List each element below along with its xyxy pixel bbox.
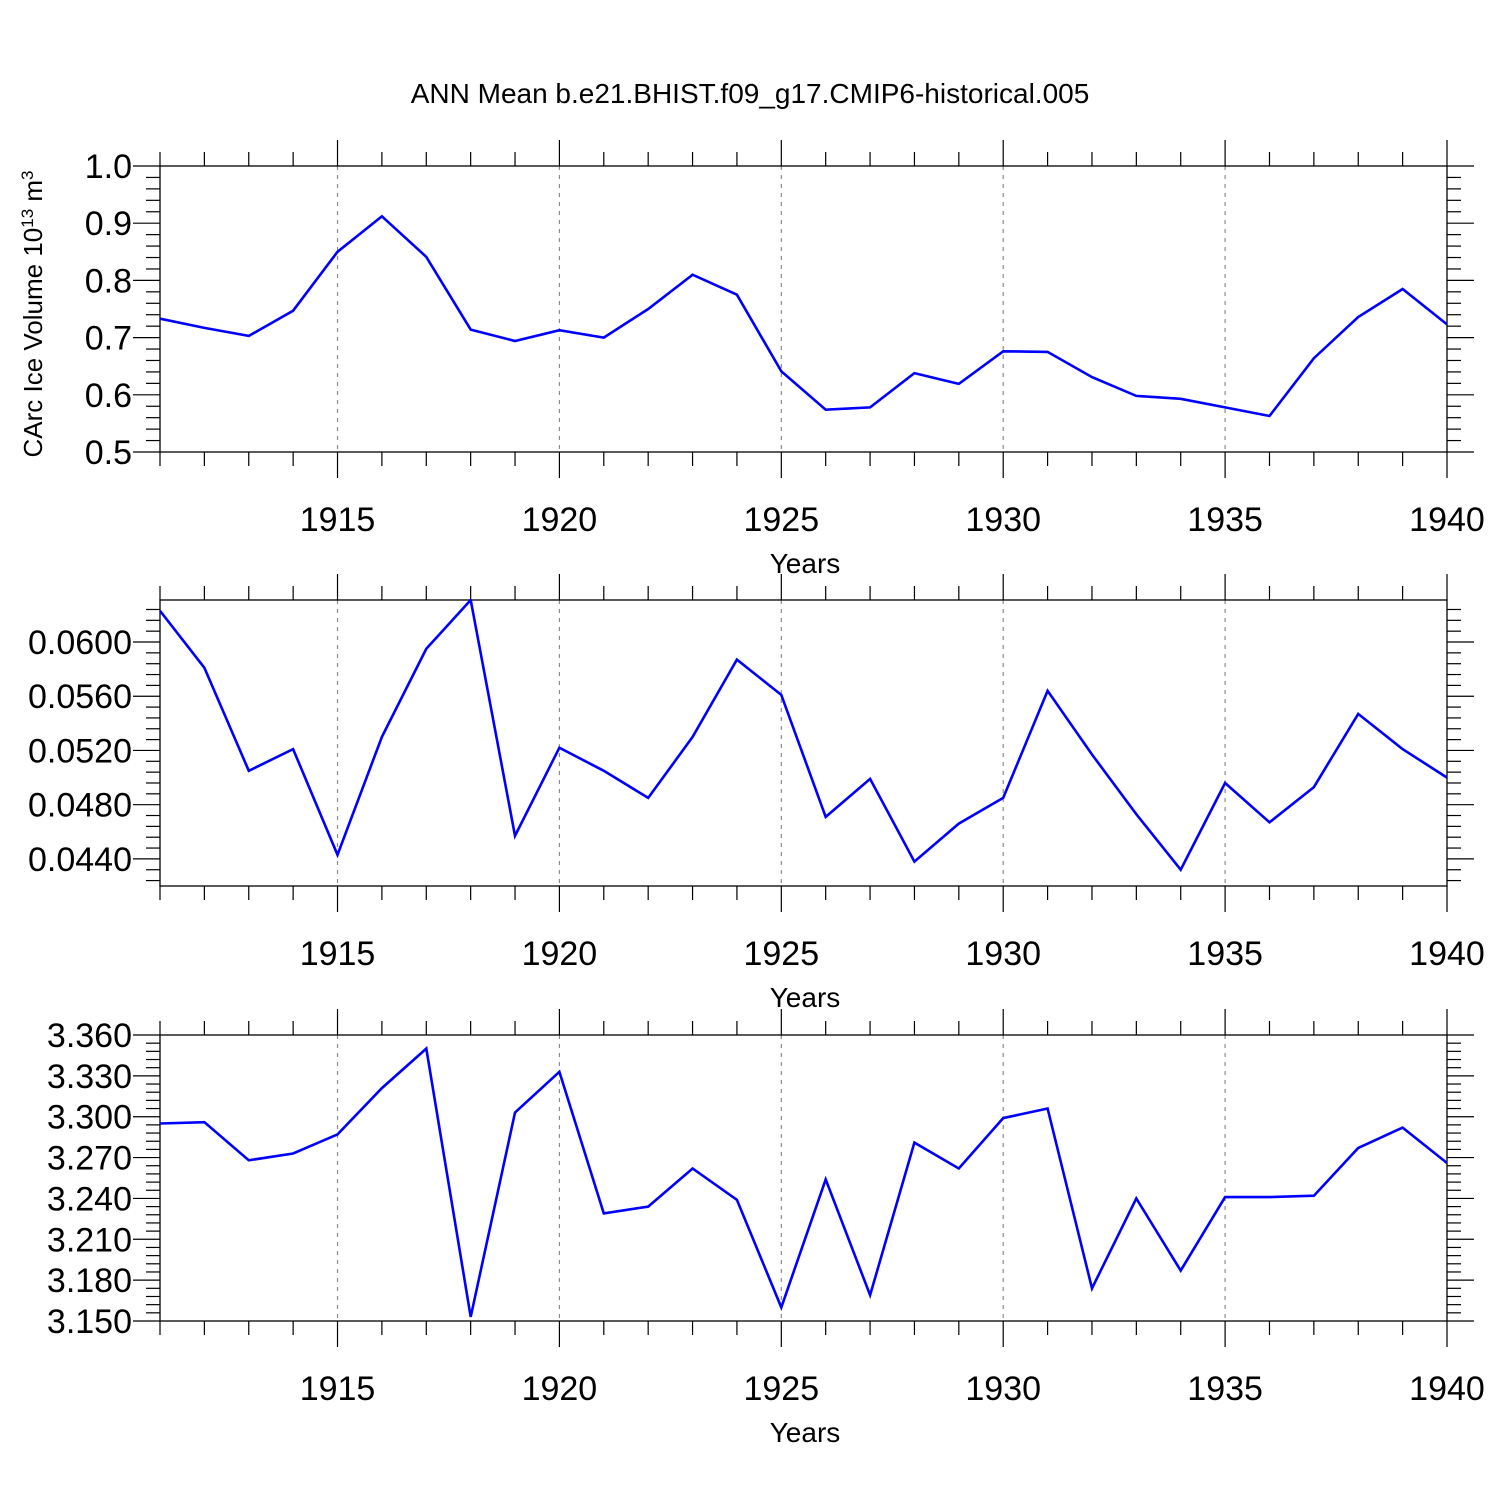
- x-tick-label: 1925: [743, 1370, 819, 1408]
- x-tick-label: 1915: [300, 1370, 376, 1408]
- plot-frame: [159, 165, 1448, 453]
- plot-frame: [159, 599, 1448, 887]
- x-tick-label: 1925: [743, 501, 819, 539]
- x-axis-label: Years: [770, 1417, 841, 1448]
- x-tick-label: 1920: [522, 935, 598, 973]
- y-tick-label: 0.7: [85, 320, 132, 358]
- y-tick-label: 0.0480: [28, 787, 132, 825]
- y-tick-label: 3.150: [47, 1303, 132, 1341]
- y-tick-label: 3.330: [47, 1058, 132, 1096]
- x-tick-label: 1940: [1409, 1370, 1485, 1408]
- x-tick-label: 1935: [1187, 935, 1263, 973]
- x-axis-label: Years: [770, 548, 841, 579]
- x-tick-label: 1925: [743, 935, 819, 973]
- panel-3: 3.1503.1803.2103.2403.2703.3003.3303.360…: [47, 1009, 1485, 1448]
- x-tick-label: 1940: [1409, 501, 1485, 539]
- x-tick-label: 1920: [522, 1370, 598, 1408]
- y-tick-label: 0.5: [85, 434, 132, 472]
- y-tick-label: 3.180: [47, 1262, 132, 1300]
- series-line: [160, 599, 1447, 873]
- y-tick-label: 1.0: [85, 148, 132, 186]
- series-line: [160, 1046, 1447, 1318]
- y-tick-label: 3.240: [47, 1180, 132, 1218]
- x-tick-label: 1930: [965, 935, 1041, 973]
- y-axis-label: CArc Ice Volume 1013 m3: [18, 170, 49, 457]
- x-tick-label: 1915: [300, 501, 376, 539]
- panel-1: 0.5 0.6 0.7 0.8 0.9 1.0 1915 1920 1925 1930 1935 19…: [18, 140, 1485, 579]
- y-tick-label: 0.0600: [28, 624, 132, 662]
- y-tick-label: 3.270: [47, 1140, 132, 1178]
- y-tick-label: 3.300: [47, 1099, 132, 1137]
- y-tick-label: 0.0560: [28, 678, 132, 716]
- y-tick-label: 0.0440: [28, 841, 132, 879]
- y-tick-label: 3.360: [47, 1017, 132, 1055]
- x-tick-label: 1915: [300, 935, 376, 973]
- x-tick-label: 1940: [1409, 935, 1485, 973]
- y-tick-label: 0.0520: [28, 732, 132, 770]
- y-tick-label: 0.6: [85, 377, 132, 415]
- x-tick-label: 1920: [522, 501, 598, 539]
- y-tick-label: 0.9: [85, 205, 132, 243]
- chart-title: ANN Mean b.e21.BHIST.f09_g17.CMIP6-histo…: [411, 78, 1090, 109]
- x-tick-label: 1935: [1187, 501, 1263, 539]
- x-axis-label: Years: [770, 982, 841, 1013]
- plot-frame: [159, 1034, 1448, 1322]
- series-line: [160, 214, 1447, 418]
- y-tick-label: 0.8: [85, 262, 132, 300]
- x-tick-label: 1935: [1187, 1370, 1263, 1408]
- x-tick-label: 1930: [965, 1370, 1041, 1408]
- x-tick-label: 1930: [965, 501, 1041, 539]
- panel-2: 0.0440 0.0480 0.0520 0.0560 0.0600 1915 1920 19…: [28, 574, 1485, 1013]
- y-tick-label: 3.210: [47, 1221, 132, 1259]
